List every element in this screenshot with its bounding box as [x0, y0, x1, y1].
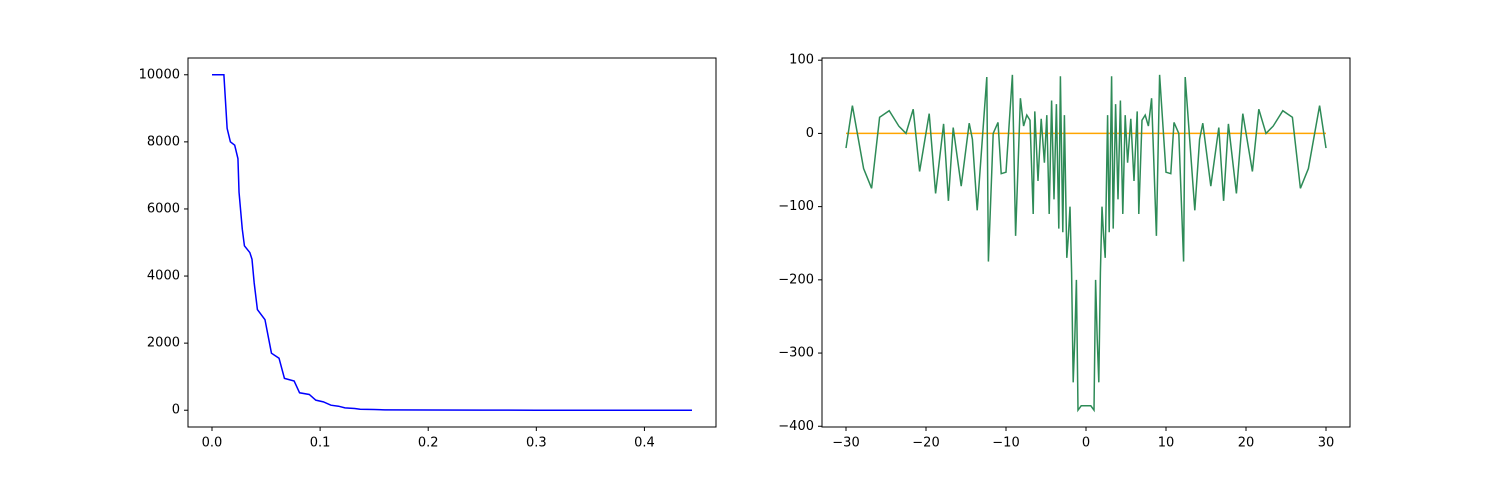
y-tick-label: −200 [778, 272, 814, 287]
data-line [845, 74, 1327, 413]
subplot: 0.0 0.1 0.2 0.3 0.4 0 2000 4000 6000 8000 10000 [139, 57, 717, 451]
y-tick-label: 0 [806, 126, 814, 141]
x-tick-label: 0.1 [310, 436, 331, 451]
x-tick-label: 0.3 [526, 436, 547, 451]
y-tick-label: −300 [778, 346, 814, 361]
y-tick-label: 10000 [139, 67, 180, 82]
y-tick-label: −100 [778, 199, 814, 214]
y-tick-label: 0 [172, 403, 180, 418]
x-tick-label: 10 [1158, 436, 1175, 451]
y-tick-label: 6000 [147, 201, 180, 216]
y-tick-label: −400 [778, 419, 814, 434]
y-tick-label: 4000 [147, 269, 180, 284]
x-tick-label: 30 [1318, 436, 1335, 451]
x-tick-label: 0 [1082, 436, 1090, 451]
x-tick-label: −20 [912, 436, 939, 451]
y-tick-label: 2000 [147, 336, 180, 351]
x-tick-label: −30 [832, 436, 859, 451]
data-line [212, 74, 693, 411]
x-tick-label: 0.4 [634, 436, 655, 451]
y-tick-label: 8000 [147, 134, 180, 149]
y-tick-label: 100 [789, 53, 814, 68]
x-tick-label: 0.0 [202, 436, 223, 451]
axes-frame [187, 57, 717, 428]
axes-frame [821, 57, 1351, 428]
x-tick-label: −10 [992, 436, 1019, 451]
x-tick-label: 20 [1238, 436, 1255, 451]
x-tick-label: 0.2 [418, 436, 439, 451]
